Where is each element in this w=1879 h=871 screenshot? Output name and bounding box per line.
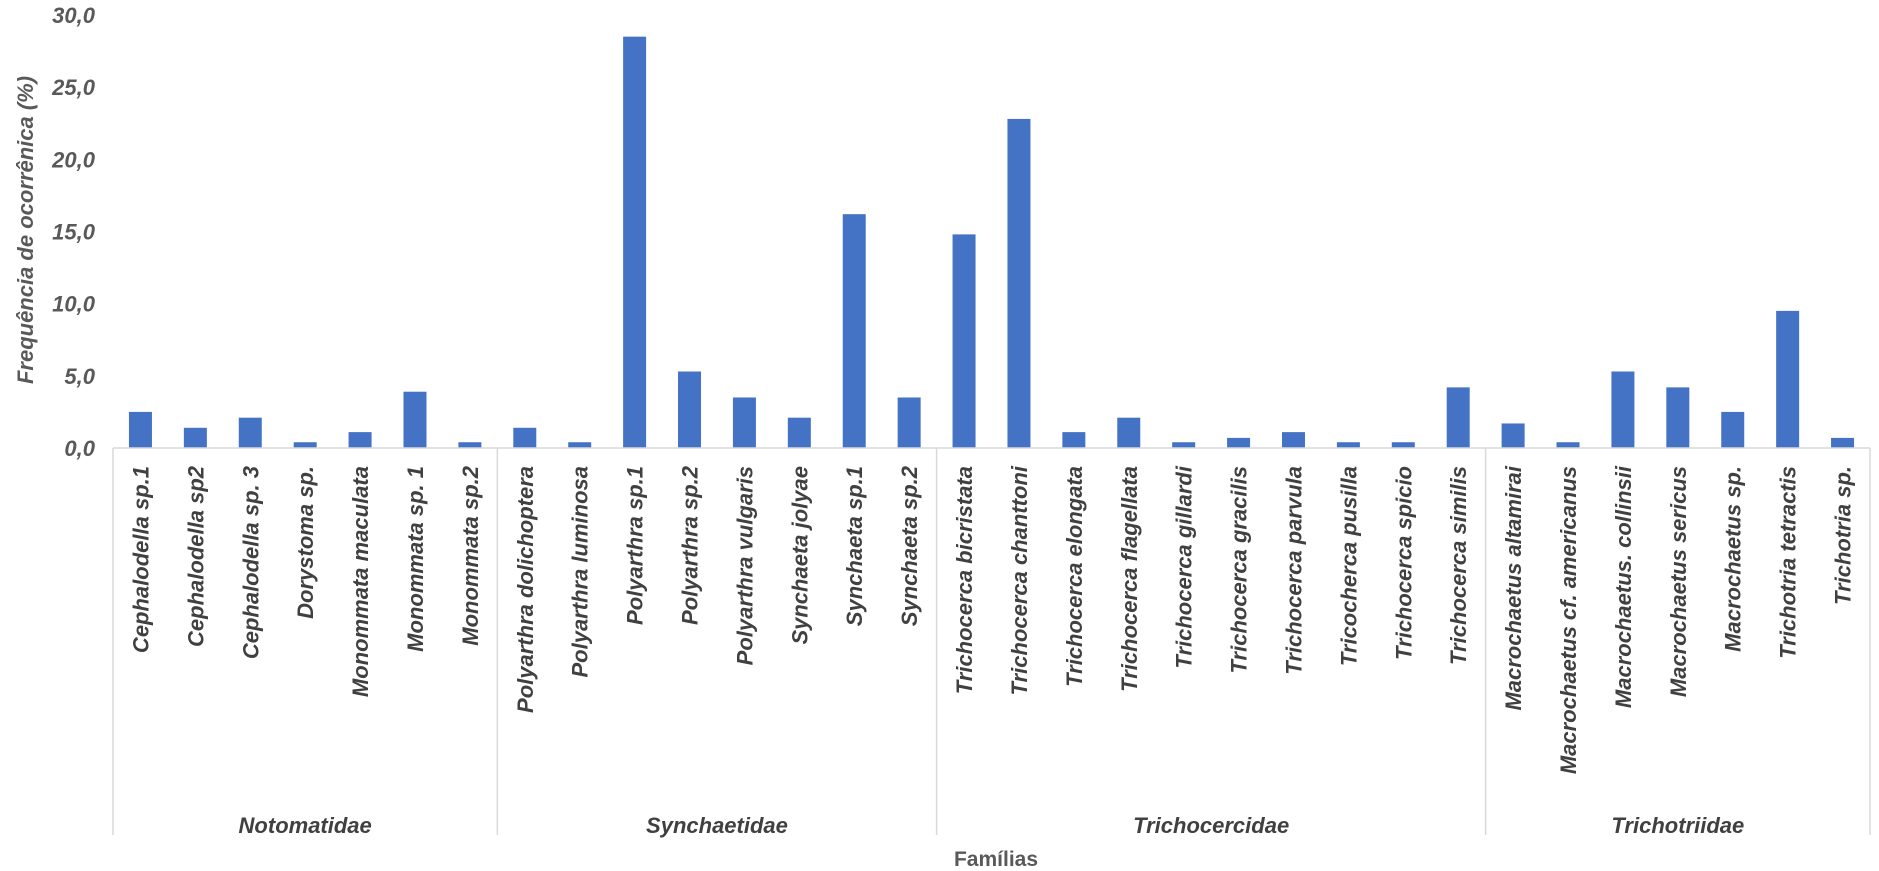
category-label: Trichotria tetractis	[1776, 466, 1801, 659]
group-label: Trichotriidae	[1611, 813, 1744, 838]
category-label: Cephalodella sp2	[183, 465, 208, 647]
bar	[1721, 411, 1745, 448]
x-axis-title: Famílias	[954, 848, 1038, 871]
category-label: Trichocerca chanttoni	[1007, 465, 1032, 695]
bar	[1007, 118, 1031, 449]
category-label: Macrochaetus sericus	[1666, 466, 1691, 697]
y-axis-title: Frequência de ocorrênica (%)	[13, 76, 38, 384]
bar	[952, 234, 976, 448]
bar	[1666, 387, 1690, 448]
y-tick-label: 15,0	[52, 220, 96, 245]
bar	[787, 417, 811, 448]
category-label: Trichocerca gracilis	[1227, 466, 1252, 674]
bar	[458, 442, 482, 448]
y-tick-label: 30,0	[52, 3, 96, 28]
category-label: Dorystoma sp.	[293, 466, 318, 619]
bar	[1776, 310, 1800, 448]
category-label: Synchaeta sp.1	[842, 466, 867, 626]
group-label: Synchaetidae	[646, 813, 788, 838]
bar	[568, 442, 592, 448]
y-tick-label: 25,0	[51, 75, 96, 100]
bar	[348, 432, 372, 448]
bar	[183, 427, 207, 448]
group-label: Notomatidae	[239, 813, 372, 838]
category-label: Macrochaetus altamirai	[1501, 465, 1526, 710]
y-axis-ticks: 0,0 5,0 10,0 15,0 20,0 25,0 30,0	[51, 3, 96, 461]
bar	[1227, 437, 1251, 448]
bar	[1117, 417, 1141, 448]
category-label: Trichotria sp.	[1831, 466, 1856, 605]
bar	[1556, 442, 1580, 448]
bar	[1831, 437, 1855, 448]
category-label: Polyarthra dolichoptera	[513, 466, 538, 713]
bar	[1446, 387, 1470, 448]
y-tick-label: 20,0	[51, 147, 96, 172]
bar	[1062, 432, 1086, 448]
bar	[732, 397, 756, 448]
bar	[1172, 442, 1196, 448]
bar	[403, 391, 427, 448]
category-label: Macrochaetus cf. americanus	[1556, 466, 1581, 774]
bar	[293, 442, 317, 448]
y-tick-label: 0,0	[64, 436, 95, 461]
category-label: Polyarthra vulgaris	[732, 466, 757, 665]
category-label: Monommata sp.2	[458, 465, 483, 645]
bar	[623, 36, 647, 449]
bar	[1336, 442, 1360, 448]
category-label: Trichocerca bicristata	[952, 466, 977, 694]
category-label: Trichocerca flagellata	[1117, 466, 1142, 692]
category-label: Cephalodella sp. 3	[238, 466, 263, 659]
group-label: Trichocercidae	[1133, 813, 1289, 838]
bar	[1281, 432, 1305, 448]
bar	[897, 397, 921, 448]
bars	[128, 36, 1855, 449]
bar	[128, 411, 152, 448]
bar	[1501, 423, 1525, 448]
y-tick-label: 5,0	[64, 364, 95, 389]
category-labels: Cephalodella sp.1 Cephalodella sp2 Cephalo…	[128, 465, 1855, 774]
category-label: Synchaeta jolyae	[787, 466, 812, 645]
axes	[112, 447, 1871, 835]
category-label: Tricocherca pusilla	[1336, 466, 1361, 666]
category-label: Macrochaetus sp.	[1721, 466, 1746, 652]
category-label: Trichocerca parvula	[1281, 466, 1306, 675]
y-tick-label: 10,0	[52, 292, 96, 317]
bar	[842, 214, 866, 448]
category-label: Trichocerca spicio	[1391, 466, 1416, 660]
category-label: Monommata maculata	[348, 466, 373, 697]
category-label: Cephalodella sp.1	[128, 466, 153, 653]
bar	[678, 371, 702, 448]
bar	[1611, 371, 1635, 448]
category-label: Trichocerca similis	[1446, 466, 1471, 665]
bar	[238, 417, 262, 448]
category-label: Monommata sp. 1	[403, 466, 428, 652]
category-label: Trichocerca elongata	[1062, 466, 1087, 687]
bar	[513, 427, 537, 448]
category-label: Polyarthra sp.2	[678, 465, 703, 625]
category-label: Polyarthra luminosa	[568, 466, 593, 678]
category-label: Trichocerca gillardi	[1172, 465, 1197, 668]
bar	[1391, 442, 1415, 448]
category-label: Macrochaetus. collinsii	[1611, 465, 1636, 708]
group-labels: Notomatidae Synchaetidae Trichocercidae Tri…	[239, 813, 1745, 838]
category-label: Polyarthra sp.1	[623, 466, 648, 625]
category-label: Synchaeta sp.2	[897, 465, 922, 626]
